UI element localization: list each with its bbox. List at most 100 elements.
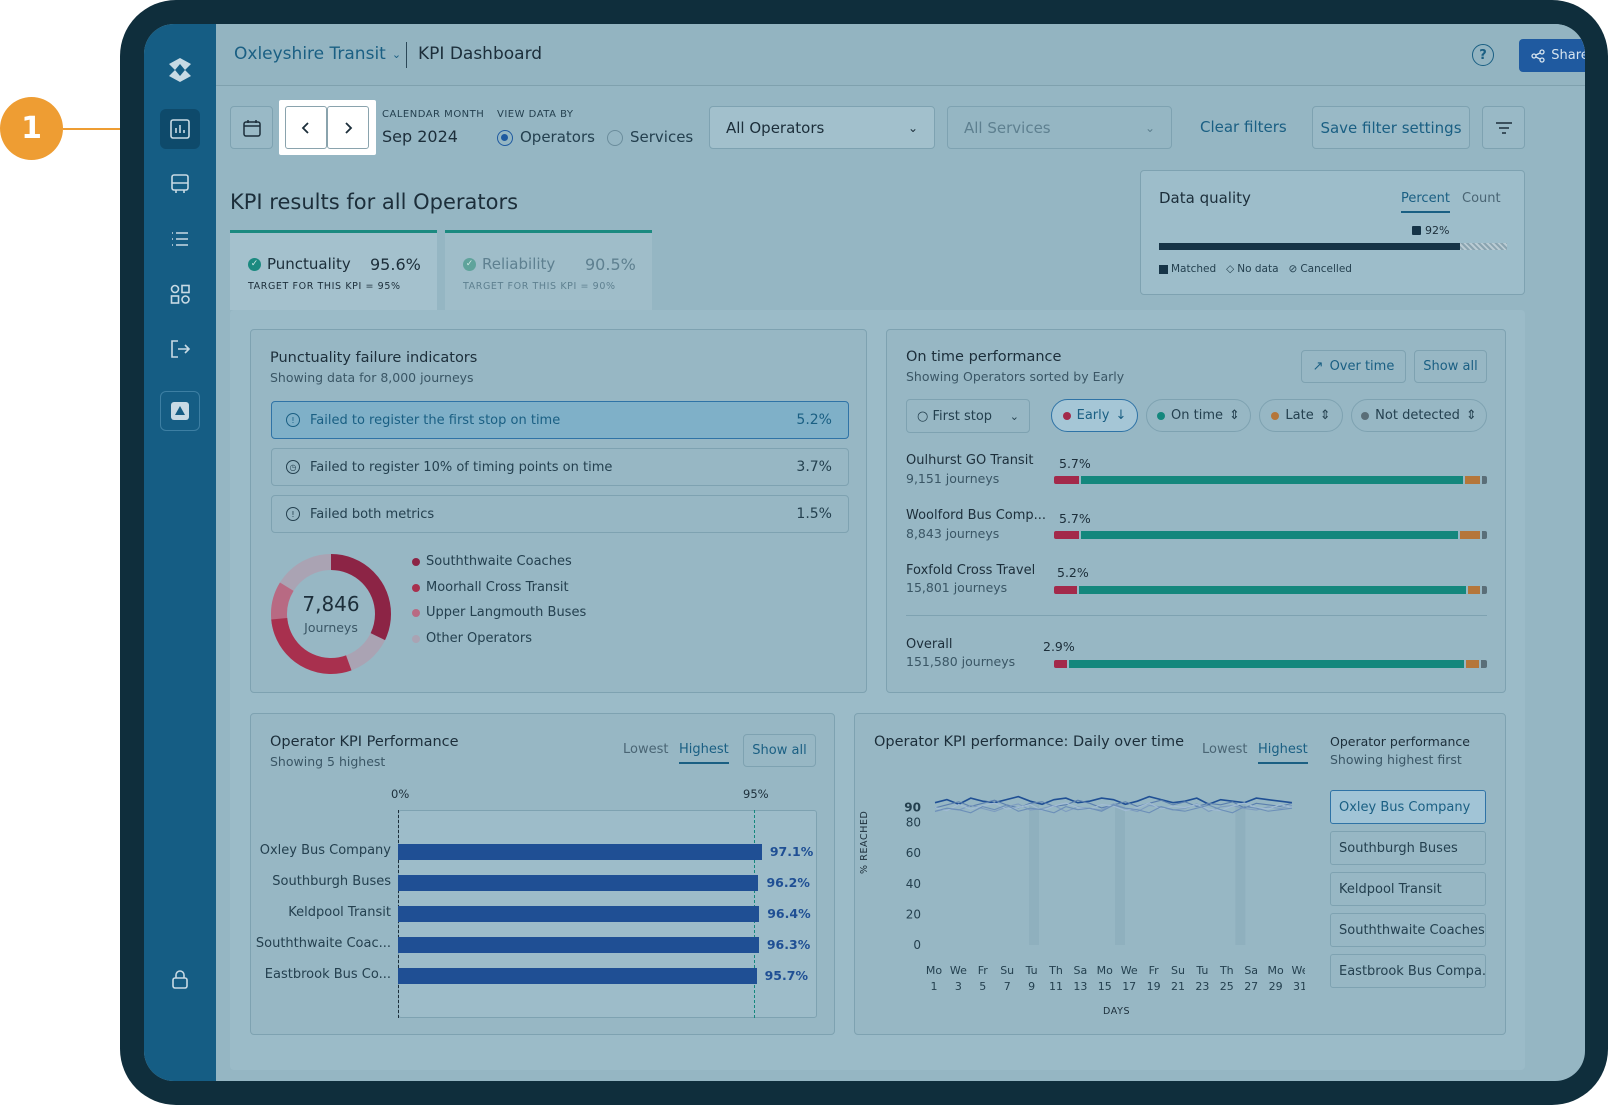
services-select[interactable]: All Services ⌄ — [947, 106, 1172, 149]
chevron-down-icon: ⌄ — [907, 120, 918, 135]
bar-segment-ontime — [1080, 531, 1459, 539]
legend-item: Moorhall Cross Transit — [412, 580, 569, 595]
divider — [906, 615, 1487, 616]
bar-value-label: 96.3% — [766, 937, 811, 952]
share-button[interactable]: Share — [1519, 39, 1585, 72]
over-time-label: Over time — [1329, 359, 1395, 374]
logout-icon[interactable] — [160, 329, 200, 369]
pill-label: On time — [1171, 408, 1224, 423]
bar-category-label: Oxley Bus Company — [259, 843, 391, 858]
show-all-button[interactable]: Show all — [1414, 350, 1487, 383]
operator-button[interactable]: Eastbrook Bus Compa... — [1330, 954, 1486, 988]
x-tick-date: 27 — [1244, 980, 1258, 993]
operators-radio[interactable] — [497, 130, 513, 146]
show-all-button[interactable]: Show all — [743, 734, 816, 767]
calendar-icon — [242, 119, 261, 137]
legend-no-data: No data — [1237, 263, 1279, 275]
operator-button[interactable]: Keldpool Transit — [1330, 872, 1486, 906]
bar-category-label: Eastbrook Bus Co... — [264, 967, 391, 982]
x-tick-day: Fr — [1149, 964, 1160, 977]
x-tick-day: We — [950, 964, 967, 977]
tab-percent[interactable]: Percent — [1401, 191, 1450, 213]
over-time-button[interactable]: ↗ Over time — [1301, 350, 1406, 383]
lock-icon[interactable] — [160, 959, 200, 999]
chevron-down-icon: ⌄ — [1009, 409, 1019, 423]
toggle-lowest[interactable]: Lowest — [623, 742, 669, 757]
daily-title: Operator KPI performance: Daily over tim… — [874, 734, 1185, 750]
stop-filter-select[interactable]: ○ First stop ⌄ — [906, 399, 1030, 433]
workspace-icon[interactable] — [160, 391, 200, 431]
x-tick-date: 23 — [1195, 980, 1209, 993]
data-quality-title: Data quality — [1159, 189, 1251, 207]
pill-label: Not detected — [1375, 408, 1460, 423]
toggle-highest[interactable]: Highest — [679, 742, 729, 764]
bar-segment-early — [1054, 586, 1077, 594]
legend-item: Other Operators — [412, 631, 532, 646]
sort-on-time-pill[interactable]: On time ⇕ — [1146, 399, 1251, 432]
calendar-month-label: CALENDAR MONTH — [382, 109, 485, 120]
month-value: Sep 2024 — [382, 127, 458, 146]
failure-row-label: Failed both metrics — [310, 506, 435, 522]
info-icon: ! — [286, 413, 300, 427]
x-tick-day: Fr — [978, 964, 989, 977]
kpi-heading: KPI results for all Operators — [230, 190, 519, 214]
sort-not-detected-pill[interactable]: Not detected ⇕ — [1351, 399, 1487, 432]
bar-segment-ontime — [1080, 476, 1463, 484]
bar-segment-nd — [1480, 660, 1487, 668]
filter-menu-button[interactable] — [1482, 106, 1525, 149]
tab-count[interactable]: Count — [1462, 191, 1501, 206]
x-tick-day: Sa — [1244, 964, 1258, 977]
operator-button[interactable]: Southburgh Buses — [1330, 831, 1486, 865]
tab-punctuality[interactable]: ✓ Punctuality 95.6% TARGET FOR THIS KPI =… — [230, 230, 437, 310]
operator-journeys: 8,843 journeys — [906, 526, 1000, 541]
failure-row-timing-points[interactable]: ◷ Failed to register 10% of timing points… — [271, 448, 849, 486]
services-radio[interactable] — [607, 130, 623, 146]
tab-reliability[interactable]: ✓ Reliability 90.5% TARGET FOR THIS KPI =… — [445, 230, 652, 310]
x-tick-day: Th — [1219, 964, 1234, 977]
weekend-band — [1115, 804, 1125, 945]
x-tick-date: 13 — [1073, 980, 1087, 993]
daily-line-chart: 90 80 60 40 20 0 Mo 1 We 3 Fr 5 Su 7 Tu 9 Th 11 Sa 13 Mo 15 We… — [904, 795, 1305, 993]
apps-icon[interactable] — [160, 274, 200, 314]
pill-label: Late — [1285, 408, 1314, 423]
kpi-bar — [398, 937, 759, 953]
tab-reliability-label: Reliability — [482, 255, 556, 273]
failure-row-both[interactable]: ! Failed both metrics 1.5% — [271, 495, 849, 533]
legend-cancelled: Cancelled — [1300, 263, 1352, 275]
operator-button[interactable]: Oxley Bus Company — [1330, 790, 1486, 824]
x-tick-day: Tu — [1025, 964, 1038, 977]
org-selector[interactable]: Oxleyshire Transit ⌄ — [234, 44, 401, 64]
next-month-button[interactable] — [327, 106, 369, 149]
overall-journeys: 151,580 journeys — [906, 654, 1016, 669]
x-tick-day: Su — [1000, 964, 1014, 977]
bar-segment-ontime — [1078, 586, 1467, 594]
help-icon[interactable]: ? — [1472, 44, 1494, 66]
dashboard-icon[interactable] — [160, 109, 200, 149]
opkpi-subtitle: Showing 5 highest — [270, 754, 386, 769]
x-tick-date: 19 — [1147, 980, 1161, 993]
donut-moorhall — [271, 554, 391, 674]
sort-early-pill[interactable]: Early ↓ — [1051, 399, 1138, 432]
bar-category-label: Souththwaite Coac... — [255, 936, 391, 951]
weekend-band — [1235, 804, 1246, 945]
failure-row-first-stop[interactable]: ! Failed to register the first stop on ti… — [271, 401, 849, 439]
operators-select[interactable]: All Operators ⌄ — [709, 106, 935, 149]
operator-line — [934, 804, 1293, 814]
toggle-highest[interactable]: Highest — [1258, 742, 1308, 764]
sort-late-pill[interactable]: Late ⇕ — [1259, 399, 1343, 432]
list-icon[interactable] — [160, 219, 200, 259]
toggle-lowest[interactable]: Lowest — [1202, 742, 1248, 757]
share-label: Share — [1551, 48, 1585, 63]
calendar-button[interactable] — [230, 106, 273, 149]
clear-filters-button[interactable]: Clear filters — [1200, 118, 1287, 136]
bar-segment-nd — [1481, 586, 1487, 594]
share-icon — [1531, 48, 1545, 63]
save-filter-settings-button[interactable]: Save filter settings — [1312, 106, 1470, 149]
prev-month-button[interactable] — [285, 106, 327, 149]
bar-segment-late — [1460, 531, 1480, 539]
bus-icon[interactable] — [160, 164, 200, 204]
operator-button[interactable]: Souththwaite Coaches — [1330, 913, 1486, 947]
bar-segment-late — [1468, 586, 1480, 594]
x-tick-date: 25 — [1220, 980, 1234, 993]
failure-subtitle: Showing data for 8,000 journeys — [270, 370, 474, 385]
